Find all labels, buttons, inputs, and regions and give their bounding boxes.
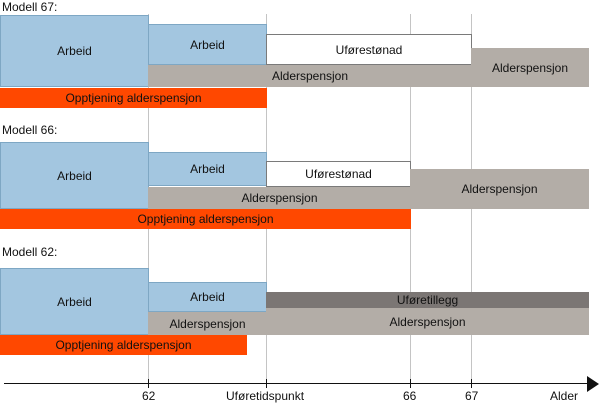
- model-66-arbeid-2: Arbeid: [148, 152, 267, 186]
- model-62-opptjening: Opptjening alderspensjon: [0, 335, 247, 355]
- model-67-arbeid-2: Arbeid: [148, 24, 267, 65]
- axis-label-67: 67: [465, 389, 479, 403]
- model-62-title: Modell 62:: [2, 245, 58, 259]
- model-67-alderspensjon-1: Alderspensjon: [148, 65, 472, 87]
- model-66-opptjening: Opptjening alderspensjon: [0, 209, 411, 229]
- axis-label-66: 66: [403, 389, 417, 403]
- model-66-uforestonad: Uførestønad: [266, 161, 411, 187]
- age-axis-arrow-icon: [587, 376, 599, 392]
- model-62-alderspensjon-1: Alderspensjon: [148, 312, 267, 335]
- axis-tick-67: [471, 379, 472, 388]
- model-62-arbeid-1: Arbeid: [0, 268, 149, 335]
- axis-label-62: 62: [142, 389, 156, 403]
- model-62-uforetillegg: Uføretillegg: [266, 292, 589, 308]
- model-67-opptjening: Opptjening alderspensjon: [0, 88, 267, 108]
- axis-label-uforetidspunkt: Uføretidspunkt: [226, 389, 305, 403]
- model-66-alderspensjon-1: Alderspensjon: [148, 187, 411, 209]
- model-66-arbeid-1: Arbeid: [0, 142, 149, 209]
- axis-tick-uforetidspunkt: [266, 379, 267, 388]
- age-axis-line: [4, 383, 588, 384]
- axis-title-alder: Alder: [550, 389, 579, 403]
- model-67-uforestonad: Uførestønad: [266, 34, 472, 65]
- model-66-title: Modell 66:: [2, 123, 58, 137]
- axis-tick-66: [410, 379, 411, 388]
- model-67-alderspensjon-2: Alderspensjon: [471, 48, 589, 87]
- model-62-arbeid-2: Arbeid: [148, 282, 267, 312]
- model-67-title: Modell 67:: [2, 0, 58, 14]
- model-62-alderspensjon-2: Alderspensjon: [266, 308, 589, 335]
- axis-tick-62: [148, 379, 149, 388]
- model-67-arbeid-1: Arbeid: [0, 15, 149, 87]
- model-66-alderspensjon-2: Alderspensjon: [410, 169, 589, 209]
